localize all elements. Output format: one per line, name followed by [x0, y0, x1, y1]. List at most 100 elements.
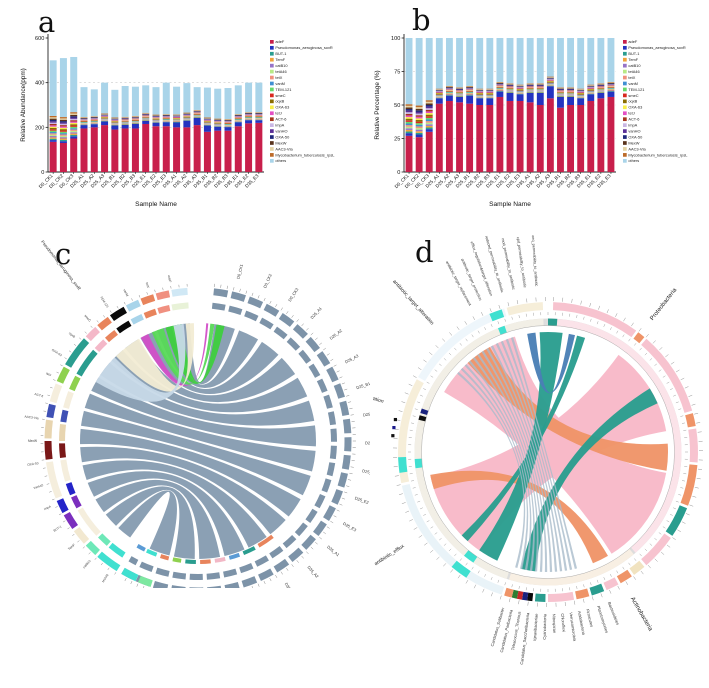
bar-segment	[607, 81, 615, 83]
bar-segment	[607, 87, 615, 88]
svg-text:ACT-6: ACT-6	[275, 117, 286, 122]
bar-segment	[597, 88, 605, 90]
bar-segment	[214, 88, 222, 119]
bar-segment	[577, 91, 585, 92]
bar-segment	[415, 110, 423, 112]
bar-segment	[587, 88, 595, 89]
bar-segment	[70, 118, 78, 121]
bar-segment	[405, 38, 413, 105]
svg-text:100: 100	[391, 36, 400, 42]
bar-segment	[526, 83, 534, 85]
bar-segment	[70, 126, 78, 129]
bar-segment	[597, 88, 605, 89]
bar-segment	[577, 92, 585, 93]
bar-segment	[445, 87, 453, 88]
ring-label: Nitrospirae	[552, 614, 558, 634]
bar-segment	[587, 91, 595, 92]
bar-segment	[152, 126, 160, 172]
bar-segment	[597, 89, 605, 91]
ring-label: D25_B1	[356, 381, 370, 391]
bar-segment	[111, 129, 119, 172]
bar-segment	[476, 105, 484, 172]
bar-segment	[557, 90, 564, 92]
bar-segment	[425, 103, 433, 105]
bar-segment	[567, 89, 575, 91]
bar-segment	[496, 86, 504, 88]
bar-segment	[456, 88, 463, 89]
bar-segment	[557, 91, 564, 93]
bar-segment	[466, 87, 474, 88]
svg-text:catB10: catB10	[275, 63, 288, 68]
bar-segment	[546, 78, 554, 80]
bar-segment	[131, 123, 139, 129]
bar-segment	[456, 95, 463, 97]
bar-segment	[203, 131, 211, 172]
bar-segment	[142, 123, 150, 172]
bar-segment	[142, 120, 150, 124]
bar-segment	[435, 98, 443, 104]
bar-segment	[587, 87, 595, 89]
bar-segment	[415, 105, 423, 108]
bar-segment	[425, 129, 433, 132]
bar-segment	[70, 134, 78, 137]
ring-label: mod_permeability_to_antibiotic	[501, 238, 516, 290]
bar-segment	[506, 92, 514, 93]
bar-segment	[577, 94, 585, 95]
bar-segment	[59, 135, 67, 138]
bar-segment	[496, 84, 504, 86]
svg-text:adeF: adeF	[275, 39, 284, 44]
bar-segment	[415, 134, 423, 138]
bar-segment	[415, 128, 423, 130]
bar-segment	[59, 119, 67, 122]
bar-segment	[476, 89, 484, 91]
bar-segment	[526, 86, 534, 88]
bar-segment	[526, 90, 534, 92]
bar-segment	[557, 89, 564, 90]
bar-segment	[435, 96, 443, 98]
bar-segment	[577, 98, 585, 105]
svg-text:tetX: tetX	[275, 75, 282, 80]
bar-segment	[496, 85, 504, 86]
bar-segment	[557, 38, 564, 88]
bar-segment	[516, 84, 524, 86]
bar-segment	[445, 100, 453, 172]
bar-segment	[70, 121, 78, 123]
bar-segment	[516, 91, 524, 92]
bar-segment	[526, 88, 534, 89]
bar-segment	[49, 133, 57, 135]
bar-segment	[466, 94, 474, 96]
ring-label: D25_E2	[354, 495, 370, 505]
bar-segment	[49, 122, 57, 124]
bar-segment	[587, 86, 595, 88]
bar-segment	[546, 77, 554, 78]
svg-text:impA: impA	[275, 123, 284, 128]
bar-segment	[557, 92, 564, 93]
ring-label: Bacteroidetes	[607, 601, 621, 626]
bar-segment	[546, 83, 554, 85]
bar-segment	[587, 91, 595, 93]
bar-segment	[456, 93, 463, 94]
bar-segment	[607, 85, 615, 87]
legend-b: adeFPseudomonas_aeruginosa_soxRBUT-1TemF…	[623, 39, 688, 163]
bar-segment	[587, 93, 595, 95]
svg-text:tetJ: tetJ	[275, 111, 281, 116]
ring-label: OXA-50	[27, 461, 39, 467]
bar-segment	[435, 91, 443, 93]
bar-segment	[59, 58, 67, 118]
bar-segment	[49, 138, 57, 141]
bar-segment	[415, 120, 423, 122]
bar-segment	[526, 38, 534, 84]
bar-segment	[435, 92, 443, 93]
bar-segment	[405, 135, 413, 172]
bar-segment	[557, 88, 564, 89]
bar-segment	[486, 38, 494, 89]
bar-segment	[476, 96, 484, 97]
bar-segment	[526, 88, 534, 90]
bar-segment	[415, 126, 423, 129]
bar-segment	[90, 127, 98, 172]
bar-segment	[546, 81, 554, 82]
bar-segment	[445, 88, 453, 90]
bar-segment	[567, 88, 575, 89]
bar-segment	[445, 90, 453, 91]
